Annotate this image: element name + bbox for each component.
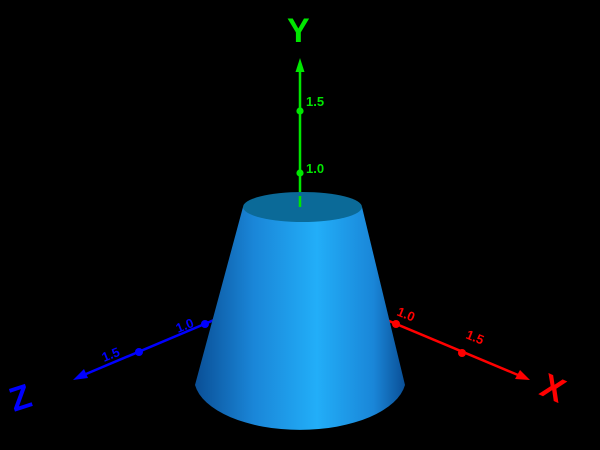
z-tick-1-5-label: 1.5 xyxy=(100,344,122,365)
y-axis-label: Y xyxy=(287,12,310,50)
cone-frustum[interactable] xyxy=(195,192,405,430)
y-tick-1-5-label: 1.5 xyxy=(306,94,324,109)
z-tick-1-0-dot xyxy=(201,320,209,328)
z-tick-1-0-label: 1.0 xyxy=(174,315,196,336)
x-axis-arrowhead xyxy=(515,370,530,380)
z-axis-arrowhead xyxy=(73,369,88,380)
y-tick-1-5-dot xyxy=(296,107,304,115)
y-tick-1-0-dot xyxy=(296,169,304,177)
y-axis-arrowhead xyxy=(295,58,305,72)
x-tick-1-5-dot xyxy=(458,349,466,357)
x-tick-1-0-dot xyxy=(392,320,400,328)
cone-side-surface xyxy=(195,207,405,430)
z-tick-1-5-dot xyxy=(135,348,143,356)
x-tick-1-5-label: 1.5 xyxy=(464,327,486,348)
x-tick-1-0-label: 1.0 xyxy=(395,304,417,325)
y-tick-1-0-label: 1.0 xyxy=(306,161,324,176)
cone-top-face xyxy=(243,192,362,222)
y-axis: 1.0 1.5 Y xyxy=(287,12,324,205)
